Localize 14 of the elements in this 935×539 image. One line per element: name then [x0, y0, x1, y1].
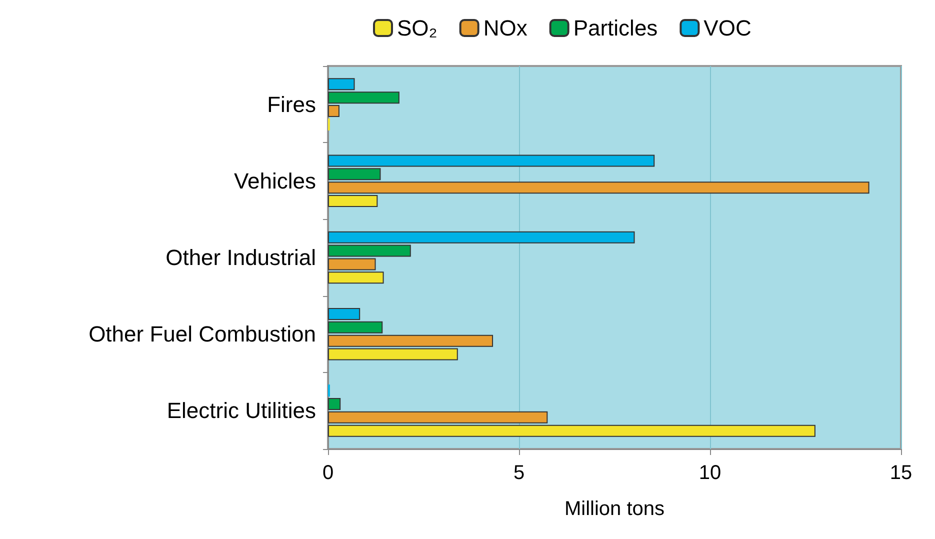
y-tick-label: Electric Utilities	[166, 398, 316, 424]
y-tick-label: Fires	[267, 92, 316, 117]
x-tick-label: 5	[513, 462, 525, 484]
x-tick-label: 10	[698, 462, 722, 484]
x-axis-title: Million tons	[564, 498, 665, 520]
y-tick-label: Vehicles	[234, 168, 316, 194]
y-tick-label: Other Industrial	[166, 245, 316, 270]
x-tick-label: 0	[322, 462, 334, 484]
legend-label: NOx	[483, 16, 528, 40]
legend-label: Particles	[573, 16, 658, 40]
x-tick-label: 15	[890, 462, 912, 484]
legend-label: SO₂	[397, 16, 438, 40]
y-tick-label: Other Fuel Combustion	[88, 322, 316, 347]
legend-label: VOC	[704, 16, 752, 40]
